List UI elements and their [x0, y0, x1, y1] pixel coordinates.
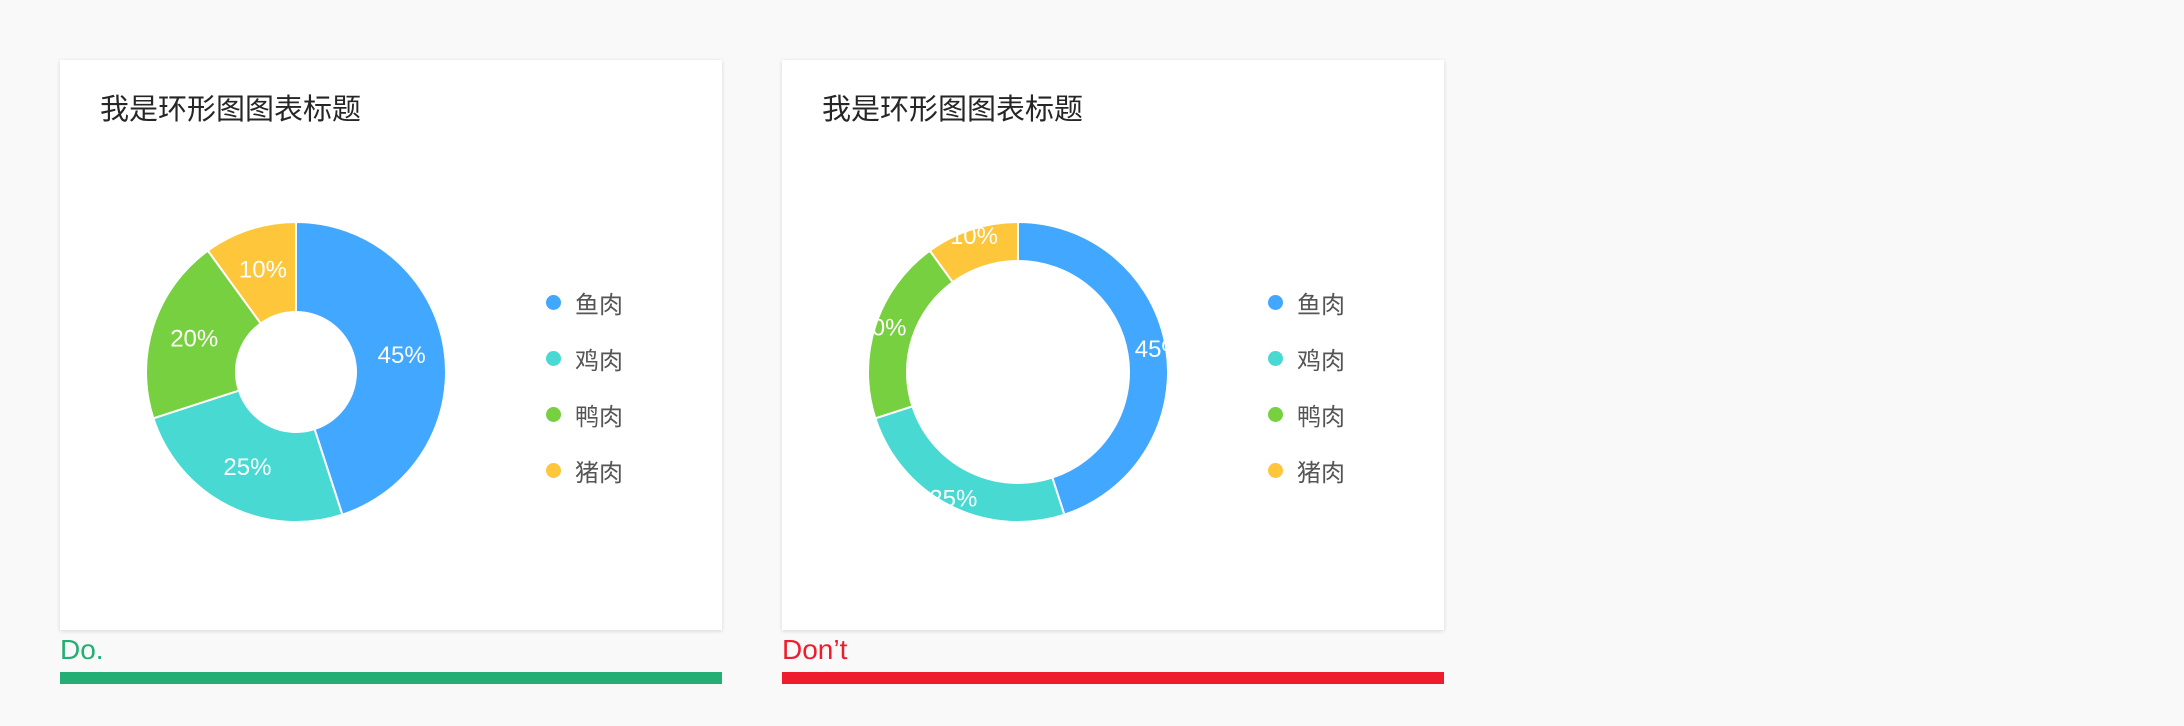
legend-swatch	[546, 462, 561, 478]
slice-percent-label: 10%	[950, 223, 998, 250]
verdict-do-label: Do.	[60, 634, 104, 665]
chart-legend: 鱼肉 鸡肉 鸭肉 猪肉	[546, 274, 623, 498]
donut-chart: 45% 25% 20% 10%	[858, 220, 1183, 523]
legend-swatch	[546, 294, 561, 310]
legend-item-pork[interactable]: 猪肉	[1268, 442, 1345, 498]
slice-duck[interactable]	[145, 249, 263, 420]
verdict-do-bar	[60, 672, 722, 684]
verdict-dont-bar	[782, 672, 1444, 684]
legend-label: 鸭肉	[1297, 402, 1345, 431]
legend-label: 鸡肉	[1297, 346, 1345, 375]
slice-pork[interactable]	[928, 220, 1019, 284]
legend-item-duck[interactable]: 鸭肉	[546, 386, 623, 442]
legend-swatch	[1268, 294, 1283, 310]
slice-percent-label: 20%	[858, 314, 906, 341]
legend-swatch	[1268, 406, 1283, 422]
slice-percent-label: 10%	[239, 257, 287, 284]
slice-pork[interactable]	[206, 220, 297, 325]
chart-title: 我是环形图图表标题	[100, 92, 362, 126]
legend-item-pork[interactable]: 猪肉	[546, 442, 623, 498]
chart-card-do: 我是环形图图表标题 45% 25% 20% 10% 鱼肉 鸡肉 鸭肉 猪肉	[60, 60, 722, 630]
legend-label: 鸭肉	[575, 402, 623, 431]
chart-legend: 鱼肉 鸡肉 鸭肉 猪肉	[1268, 274, 1345, 498]
legend-label: 猪肉	[1297, 458, 1345, 487]
slice-percent-label: 25%	[223, 454, 271, 481]
legend-swatch	[546, 406, 561, 422]
legend-swatch	[1268, 350, 1283, 366]
legend-label: 鱼肉	[575, 290, 623, 319]
legend-item-chicken[interactable]: 鸡肉	[1268, 330, 1345, 386]
verdict-dont-label: Don’t	[782, 634, 848, 665]
slice-chicken[interactable]	[152, 389, 344, 523]
chart-title: 我是环形图图表标题	[822, 92, 1084, 126]
legend-item-duck[interactable]: 鸭肉	[1268, 386, 1345, 442]
slice-percent-label: 45%	[1135, 336, 1183, 363]
slice-percent-label: 20%	[170, 325, 218, 352]
legend-item-fish[interactable]: 鱼肉	[1268, 274, 1345, 330]
legend-label: 猪肉	[575, 458, 623, 487]
legend-swatch	[1268, 462, 1283, 478]
legend-swatch	[546, 350, 561, 366]
legend-label: 鱼肉	[1297, 290, 1345, 319]
slice-fish[interactable]	[1017, 220, 1169, 516]
legend-item-chicken[interactable]: 鸡肉	[546, 330, 623, 386]
chart-card-dont: 我是环形图图表标题 45% 25% 20% 10% 鱼肉 鸡肉 鸭肉 猪肉	[782, 60, 1444, 630]
legend-label: 鸡肉	[575, 346, 623, 375]
slice-percent-label: 25%	[929, 485, 977, 512]
legend-item-fish[interactable]: 鱼肉	[546, 274, 623, 330]
donut-chart: 45% 25% 20% 10%	[145, 220, 447, 523]
slice-percent-label: 45%	[378, 342, 426, 369]
slice-fish[interactable]	[295, 220, 447, 516]
